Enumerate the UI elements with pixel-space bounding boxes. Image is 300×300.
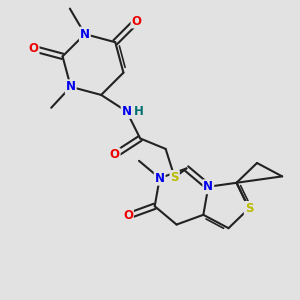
Text: O: O xyxy=(110,148,120,161)
Text: S: S xyxy=(245,202,253,215)
Text: N: N xyxy=(66,80,76,93)
Text: N: N xyxy=(122,105,132,118)
Text: O: O xyxy=(131,14,142,28)
Text: O: O xyxy=(28,42,39,55)
Text: N: N xyxy=(203,180,213,193)
Text: N: N xyxy=(80,28,90,40)
Text: S: S xyxy=(170,171,179,184)
Text: N: N xyxy=(155,172,165,185)
Text: O: O xyxy=(123,209,133,223)
Text: H: H xyxy=(134,105,144,118)
